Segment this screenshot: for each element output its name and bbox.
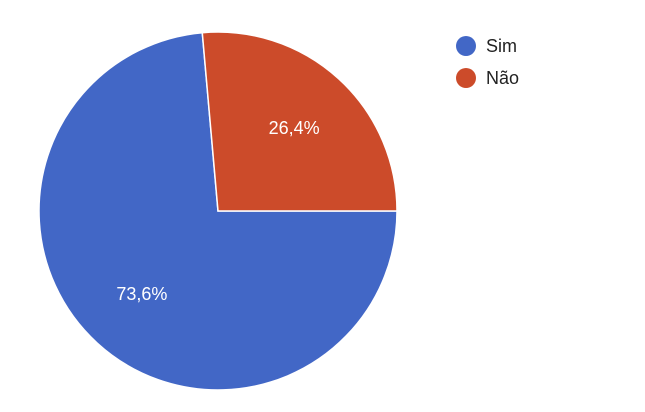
legend-item-nao[interactable]: Não [456, 62, 519, 94]
legend-label-nao: Não [486, 67, 520, 88]
legend: Sim Não [456, 30, 519, 94]
legend-swatch-sim [456, 36, 476, 56]
legend-label-sim: Sim [486, 35, 517, 56]
pie-label-sim: 73,6% [116, 284, 167, 304]
legend-swatch-nao [456, 68, 476, 88]
pie-slice-nao[interactable] [201, 31, 398, 212]
legend-item-sim[interactable]: Sim [456, 30, 519, 62]
pie-label-nao: 26,4% [269, 118, 320, 138]
